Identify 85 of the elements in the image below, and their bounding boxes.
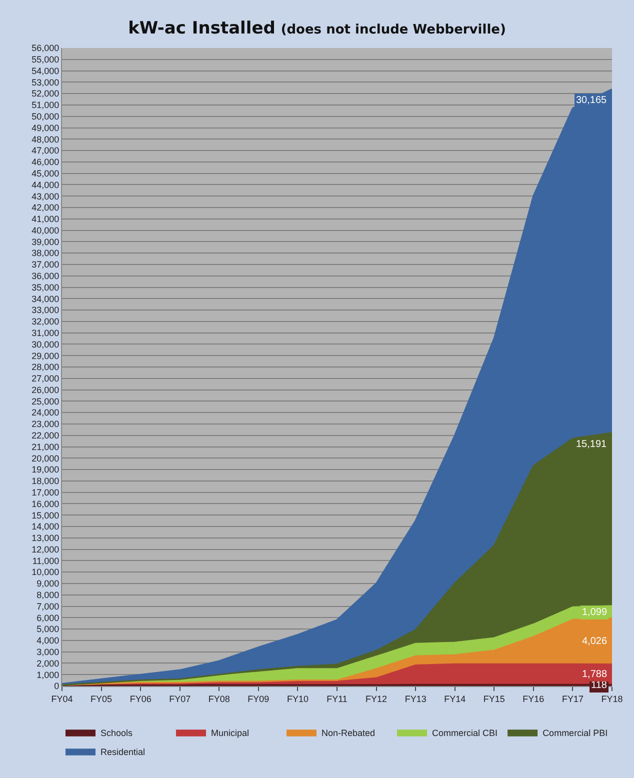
y-tick-label: 54,000 [32, 66, 60, 76]
y-tick-label: 19,000 [32, 464, 60, 475]
y-tick-label: 21,000 [32, 442, 60, 452]
y-tick-label: 41,000 [32, 214, 60, 224]
x-tick-label: FY15 [483, 694, 505, 704]
y-tick-label: 35,000 [32, 282, 60, 292]
x-tick-label: FY04 [51, 694, 73, 704]
y-tick-label: 4,000 [36, 636, 60, 646]
x-tick-label: FY07 [169, 694, 191, 704]
y-tick-label: 14,000 [32, 522, 60, 532]
legend-label: Schools [100, 728, 134, 738]
y-tick-label: 13,000 [32, 533, 60, 544]
y-tick-label: 22,000 [32, 430, 60, 441]
y-tick-label: 34,000 [32, 294, 60, 304]
y-tick-label: 48,000 [32, 134, 60, 144]
y-tick-label: 5,000 [36, 624, 60, 634]
legend-label: Non-Rebated [322, 728, 376, 738]
y-tick-label: 38,000 [32, 248, 60, 258]
y-tick-label: 36,000 [32, 271, 60, 282]
x-tick-label: FY17 [562, 694, 584, 704]
data-label: 30,165 [576, 95, 608, 106]
y-tick-label: 26,000 [32, 384, 60, 395]
y-tick-label: 12,000 [32, 544, 60, 554]
y-tick-label: 18,000 [32, 476, 60, 486]
y-tick-label: 17,000 [32, 487, 60, 498]
x-tick-label: FY10 [286, 694, 308, 704]
y-tick-label: 43,000 [32, 191, 60, 202]
data-label: 4,026 [582, 636, 608, 647]
y-tick-label: 24,000 [32, 408, 60, 418]
y-tick-label: 27,000 [32, 374, 60, 384]
data-label: 15,191 [576, 439, 608, 450]
y-tick-label: 28,000 [32, 362, 60, 372]
y-tick-label: 23,000 [32, 419, 60, 430]
x-tick-label: FY11 [326, 694, 348, 704]
legend-label: Municipal [211, 728, 250, 738]
y-tick-label: 51,000 [32, 100, 60, 110]
y-tick-label: 6,000 [36, 612, 60, 623]
y-tick-label: 9,000 [36, 578, 60, 589]
data-label: 1,099 [582, 607, 608, 618]
y-tick-label: 33,000 [32, 305, 60, 316]
y-tick-label: 53,000 [32, 77, 60, 88]
x-tick-label: FY18 [601, 694, 623, 704]
x-tick-label: FY08 [208, 694, 230, 704]
y-tick-label: 49,000 [32, 122, 60, 133]
y-tick-label: 39,000 [32, 236, 60, 247]
y-tick-label: 31,000 [32, 328, 60, 338]
data-label: 1,788 [582, 669, 608, 680]
y-tick-label: 50,000 [32, 112, 60, 122]
legend-label: Residential [100, 746, 146, 757]
y-tick-label: 40,000 [32, 225, 60, 236]
y-tick-label: 42,000 [32, 202, 60, 213]
x-tick-label: FY16 [522, 694, 544, 704]
y-tick-label: 52,000 [32, 88, 60, 99]
y-tick-label: 8,000 [36, 590, 60, 600]
y-tick-label: 2,000 [36, 658, 60, 668]
y-tick-label: 45,000 [32, 168, 60, 178]
x-tick-label: FY12 [366, 694, 388, 704]
x-tick-label: FY13 [404, 694, 426, 704]
y-tick-label: 1,000 [36, 670, 60, 680]
y-tick-label: 16,000 [32, 498, 60, 509]
y-tick-label: 56,000 [32, 43, 60, 54]
x-tick-label: FY14 [444, 694, 466, 704]
y-tick-label: 47,000 [32, 146, 60, 156]
y-tick-label: 32,000 [32, 316, 60, 327]
legend-label: Commercial PBI [542, 728, 608, 738]
y-tick-label: 44,000 [32, 180, 60, 190]
x-tick-label: FY06 [130, 694, 152, 704]
y-tick-label: 0 [54, 681, 60, 692]
x-tick-label: FY09 [248, 694, 270, 704]
y-tick-label: 15,000 [32, 510, 60, 520]
y-tick-label: 7,000 [36, 601, 60, 612]
y-tick-label: 10,000 [32, 567, 60, 578]
y-tick-label: 55,000 [32, 54, 60, 65]
chart-subtitle: (does not include Webberville) [280, 22, 506, 38]
y-tick-label: 11,000 [32, 556, 60, 566]
y-tick-label: 37,000 [32, 260, 60, 270]
legend-label: Commercial CBI [432, 728, 498, 738]
y-tick-label: 3,000 [36, 646, 60, 657]
y-tick-label: 29,000 [32, 350, 60, 361]
y-tick-label: 46,000 [32, 157, 60, 168]
chart-title: kW-ac Installed [128, 18, 276, 39]
y-tick-label: 25,000 [32, 396, 60, 406]
y-tick-label: 30,000 [32, 339, 60, 350]
x-tick-label: FY05 [90, 694, 112, 704]
y-tick-label: 20,000 [32, 453, 60, 464]
